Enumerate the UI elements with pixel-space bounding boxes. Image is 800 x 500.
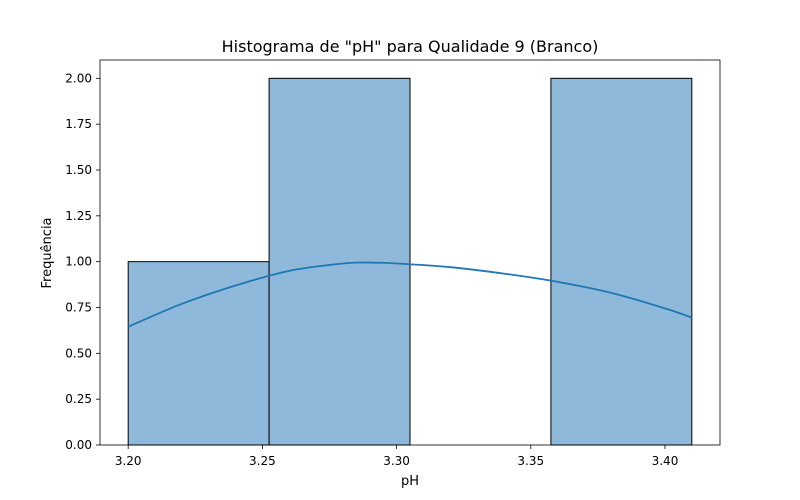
x-axis-label: pH [401,474,419,489]
histogram-bar-1 [268,77,411,446]
y-tick-label: 1.75 [65,117,92,131]
x-axis-ticks: 3.20 3.25 3.30 3.35 3.40 [115,445,679,468]
kde-curve [127,261,693,328]
axes-frame [99,59,721,446]
x-tick-label: 3.40 [652,454,679,468]
y-tick-label: 1.00 [65,255,92,269]
y-tick-label: 0.50 [65,346,92,360]
y-tick-label: 0.25 [65,392,92,406]
x-tick-label: 3.25 [249,454,276,468]
chart-title: Histograma de "pH" para Qualidade 9 (Bra… [222,37,599,56]
y-tick-label: 0.75 [65,301,92,315]
x-tick-label: 3.35 [517,454,544,468]
histogram-bar-3 [550,77,693,446]
y-axis-ticks: 0.00 0.25 0.50 0.75 1.00 1.25 1.50 1.75 2.00 [65,71,100,452]
histogram-bar-0 [127,261,270,446]
y-tick-label: 2.00 [65,71,92,85]
y-tick-label: 1.50 [65,163,92,177]
y-axis-label: Frequência [40,217,55,288]
y-tick-label: 1.25 [65,209,92,223]
x-tick-label: 3.20 [115,454,142,468]
y-tick-label: 0.00 [65,438,92,452]
histogram-bars [127,77,693,446]
x-tick-label: 3.30 [383,454,410,468]
